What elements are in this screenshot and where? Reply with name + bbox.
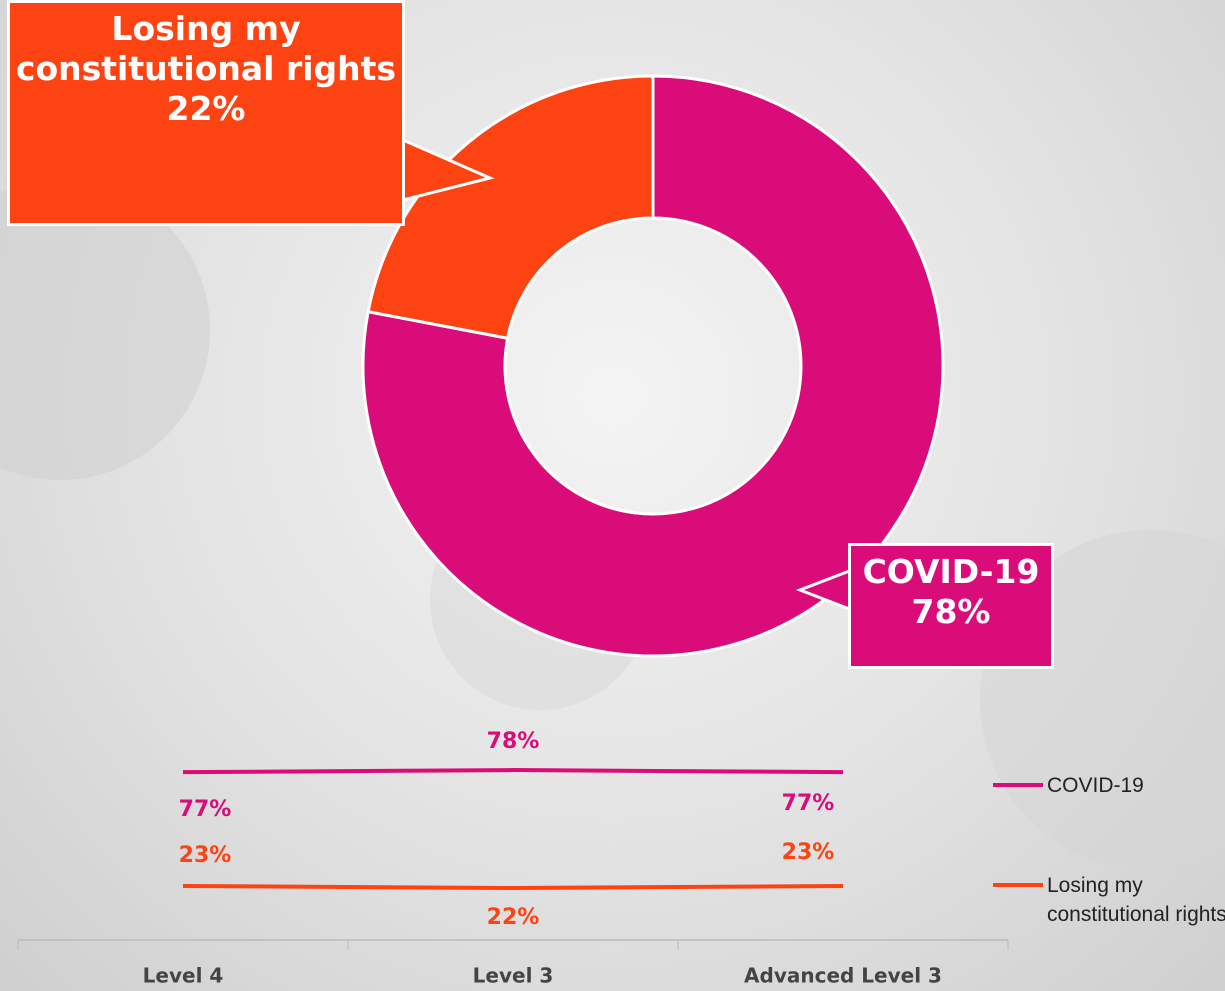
series-line <box>183 886 843 888</box>
donut-segment <box>368 76 653 338</box>
legend-text: Losing my constitutional rights <box>1047 871 1225 929</box>
callout-category: Losing my constitutional rights <box>10 9 402 89</box>
x-tick-label: Level 3 <box>473 964 554 988</box>
series-line <box>183 770 843 772</box>
data-label: 77% <box>179 797 232 822</box>
data-label: 23% <box>179 843 232 868</box>
callout-value: 22% <box>10 89 402 129</box>
slide: Level 4 Level 3 Advanced Level 3 77% 78% 77% 2… <box>0 0 1225 991</box>
x-tick-label: Level 4 <box>143 964 224 988</box>
data-label: 22% <box>487 905 540 930</box>
legend-text: COVID-19 <box>1047 771 1225 800</box>
data-label: 78% <box>487 729 540 754</box>
data-label: 77% <box>782 791 835 816</box>
data-label: 23% <box>782 840 835 865</box>
x-tick-label: Advanced Level 3 <box>744 964 942 988</box>
callout-value: 78% <box>851 592 1051 632</box>
callout-category: COVID-19 <box>851 552 1051 592</box>
